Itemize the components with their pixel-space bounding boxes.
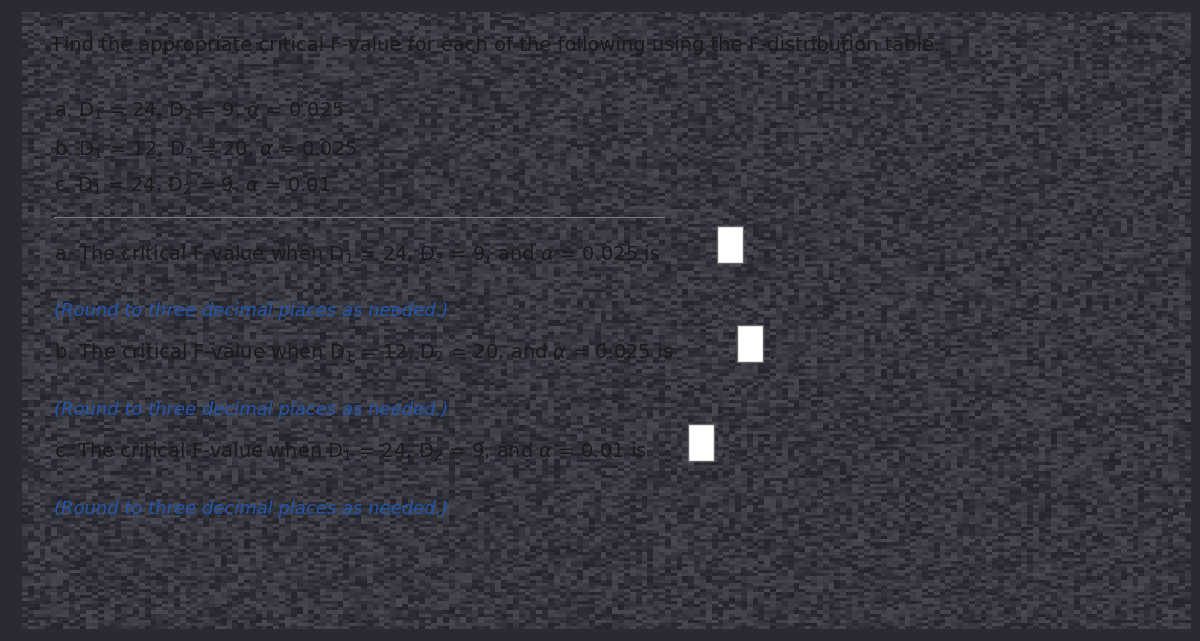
Text: .: . xyxy=(749,244,756,263)
Text: (Round to three decimal places as needed.): (Round to three decimal places as needed… xyxy=(54,401,449,419)
Bar xyxy=(688,424,714,461)
Text: (Round to three decimal places as needed.): (Round to three decimal places as needed… xyxy=(54,302,449,320)
Text: c. The critical F-value when $\mathrm{D_1}$ = 24, $\mathrm{D_2}$ = 9, and $\alph: c. The critical F-value when $\mathrm{D_… xyxy=(54,441,647,463)
Bar xyxy=(718,226,743,263)
Text: a. $\mathrm{D_1}$ = 24, $\mathrm{D_2}$ = 9, $\alpha$ = 0.025: a. $\mathrm{D_1}$ = 24, $\mathrm{D_2}$ =… xyxy=(54,101,344,122)
Text: a. The critical F-value when $\mathrm{D_1}$ = 24, $\mathrm{D_2}$ = 9, and $\alph: a. The critical F-value when $\mathrm{D_… xyxy=(54,243,661,265)
Text: (Round to three decimal places as needed.): (Round to three decimal places as needed… xyxy=(54,500,449,518)
Text: b. $\mathrm{D_1}$ = 12, $\mathrm{D_2}$ = 20, $\alpha$ = 0.025: b. $\mathrm{D_1}$ = 12, $\mathrm{D_2}$ =… xyxy=(54,138,358,160)
Text: Find the appropriate critical F-value for each of the following using the F-dist: Find the appropriate critical F-value fo… xyxy=(54,37,941,55)
Text: .: . xyxy=(768,343,775,363)
Text: c. $\mathrm{D_1}$ = 24, $\mathrm{D_2}$ = 9, $\alpha$ = 0.01: c. $\mathrm{D_1}$ = 24, $\mathrm{D_2}$ =… xyxy=(54,175,331,197)
Text: b. The critical F-value when $\mathrm{D_1}$ = 12, $\mathrm{D_2}$ = 20, and $\alp: b. The critical F-value when $\mathrm{D_… xyxy=(54,342,673,365)
Bar xyxy=(737,325,763,362)
Text: .: . xyxy=(719,442,726,462)
